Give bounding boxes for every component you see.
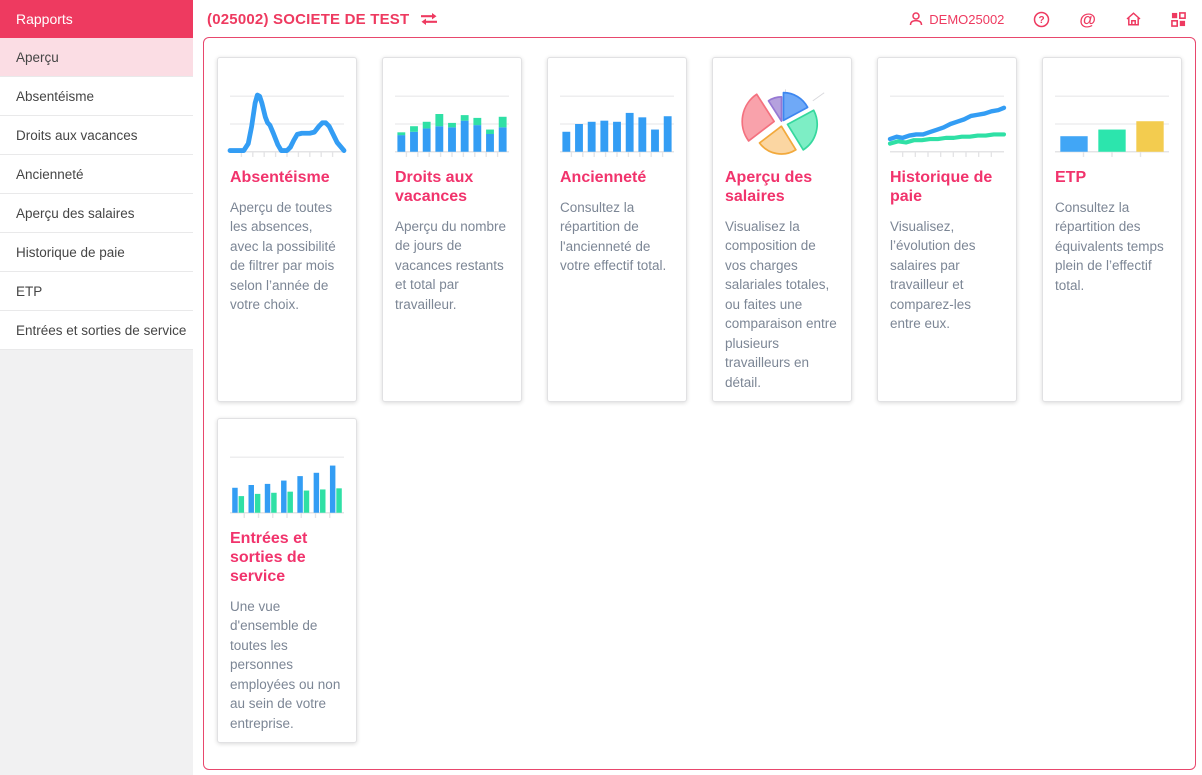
card-description: Consultez la répartition des équivalents… [1055,199,1164,293]
cards-row-2: Entrées et sorties de service Une vue d'… [217,418,1182,743]
card-title: Entrées et sorties de service [230,530,308,585]
card-description: Aperçu de toutes les absences, avec la p… [230,199,336,313]
vacances-stacked-bar-chart [395,87,509,161]
anciennete-bar-chart [560,87,674,161]
sidebar-item-etp[interactable]: ETP [0,272,193,311]
topbar: (025002) SOCIETE DE TEST DEMO25002 [193,0,1202,38]
cards-row-1: Absentéisme Aperçu de toutes les absence… [217,57,1182,402]
card-title: ETP [1055,169,1087,186]
absenteisme-line-chart [227,87,347,161]
etp-bar-chart [1055,87,1169,161]
user-menu[interactable]: DEMO25002 [908,11,1004,27]
user-name: DEMO25002 [929,11,1005,27]
card-droits-aux-vacances[interactable]: Droits aux vacances Aperçu du nombre de … [382,57,522,402]
card-historique-de-paie[interactable]: Historique de paie Visualisez, l’évoluti… [877,57,1017,402]
sidebar-item-apercu[interactable]: Aperçu [0,38,193,77]
card-description: Visualisez la composition de vos charges… [725,218,837,390]
card-description: Aperçu du nombre de jours de vacances re… [395,218,507,312]
sidebar-item-droits-aux-vacances[interactable]: Droits aux vacances [0,116,193,155]
at-icon[interactable]: @ [1079,9,1096,29]
card-title: Historique de paie [890,169,993,205]
sidebar-item-entrees-et-sorties[interactable]: Entrées et sorties de service [0,311,193,350]
paie-line-chart [887,87,1007,161]
sidebar: Rapports Aperçu Absentéisme Droits aux v… [0,0,193,775]
card-title: Aperçu des salaires [725,169,813,205]
svg-text:?: ? [1039,15,1045,26]
card-title: Ancienneté [560,169,647,186]
card-description: Une vue d'ensemble de toutes les personn… [230,598,341,731]
user-icon [910,12,923,26]
entrees-sorties-grouped-bar-chart [230,448,344,522]
card-anciennete[interactable]: Ancienneté Consultez la répartition de l… [547,57,687,402]
apps-icon[interactable] [1171,11,1186,27]
sidebar-title: Rapports [0,0,193,38]
card-description: Visualisez, l’évolution des salaires par… [890,218,976,332]
header-actions: DEMO25002 ? @ [908,11,1186,28]
main-area: (025002) SOCIETE DE TEST DEMO25002 [193,0,1202,775]
card-title: Droits aux vacances [395,169,474,205]
help-icon[interactable]: ? [1033,11,1050,28]
card-description: Consultez la répartition de l'ancienneté… [560,199,667,274]
card-title: Absentéisme [230,169,330,186]
home-icon[interactable] [1125,11,1142,27]
company-selector: (025002) SOCIETE DE TEST [207,11,438,28]
card-etp[interactable]: ETP Consultez la répartition des équival… [1042,57,1182,402]
salaires-pie-chart [725,87,839,161]
sidebar-item-apercu-des-salaires[interactable]: Aperçu des salaires [0,194,193,233]
sidebar-item-absenteisme[interactable]: Absentéisme [0,77,193,116]
switch-company-icon[interactable] [420,12,438,26]
reports-panel: Absentéisme Aperçu de toutes les absence… [203,37,1196,770]
card-entrees-et-sorties[interactable]: Entrées et sorties de service Une vue d'… [217,418,357,743]
company-name: (025002) SOCIETE DE TEST [207,10,410,28]
sidebar-item-historique-de-paie[interactable]: Historique de paie [0,233,193,272]
card-apercu-des-salaires[interactable]: Aperçu des salaires Visualisez la compos… [712,57,852,402]
sidebar-nav: Aperçu Absentéisme Droits aux vacances A… [0,38,193,350]
card-absenteisme[interactable]: Absentéisme Aperçu de toutes les absence… [217,57,357,402]
sidebar-item-anciennete[interactable]: Ancienneté [0,155,193,194]
